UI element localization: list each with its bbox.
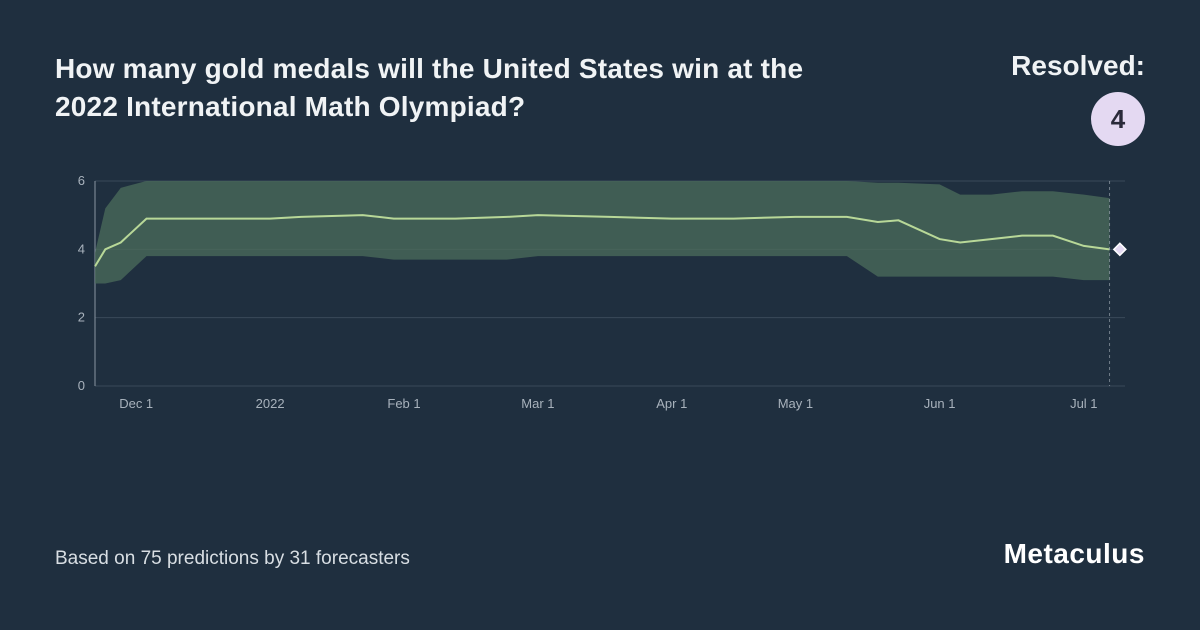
y-tick-label: 6 xyxy=(78,176,85,188)
x-tick-label: Apr 1 xyxy=(656,396,687,411)
y-tick-label: 4 xyxy=(78,241,85,256)
resolved-block: Resolved: 4 xyxy=(1011,50,1145,146)
x-tick-label: Feb 1 xyxy=(387,396,420,411)
resolution-marker-icon xyxy=(1114,243,1126,255)
footer-row: Based on 75 predictions by 31 forecaster… xyxy=(55,538,1145,570)
x-tick-label: Jul 1 xyxy=(1070,396,1097,411)
x-tick-label: Mar 1 xyxy=(521,396,554,411)
y-tick-label: 0 xyxy=(78,378,85,393)
x-tick-label: Dec 1 xyxy=(119,396,153,411)
x-tick-label: 2022 xyxy=(256,396,285,411)
chart-svg: 0 2 4 6 Dec 1 2022 Feb 1 Mar 1 Apr 1 May 1 Jun 1 Ju… xyxy=(60,176,1135,446)
question-title: How many gold medals will the United Sta… xyxy=(55,50,835,126)
header-row: How many gold medals will the United Sta… xyxy=(55,50,1145,146)
resolved-value-badge: 4 xyxy=(1091,92,1145,146)
x-tick-label: Jun 1 xyxy=(924,396,956,411)
stats-text: Based on 75 predictions by 31 forecaster… xyxy=(55,548,410,570)
x-tick-label: May 1 xyxy=(778,396,813,411)
confidence-area xyxy=(95,181,1110,284)
brand-logo: Metaculus xyxy=(1004,538,1145,570)
resolved-label: Resolved: xyxy=(1011,50,1145,82)
y-tick-label: 2 xyxy=(78,310,85,325)
forecast-chart: 0 2 4 6 Dec 1 2022 Feb 1 Mar 1 Apr 1 May 1 Jun 1 Ju… xyxy=(60,176,1140,446)
